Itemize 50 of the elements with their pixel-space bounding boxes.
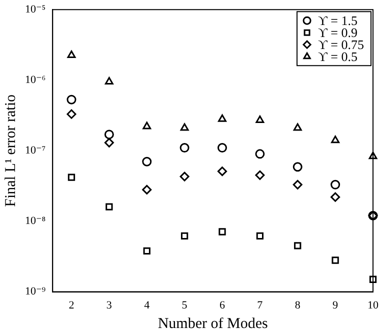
point — [218, 228, 226, 236]
x-tick-label: 8 — [294, 299, 301, 312]
y-tick-label: 10⁻⁶ — [24, 74, 46, 86]
x-tick-label: 2 — [68, 299, 74, 312]
point — [217, 143, 227, 153]
x-tick-label: 7 — [257, 299, 264, 312]
point — [104, 76, 114, 84]
point — [67, 50, 76, 58]
point — [142, 184, 152, 194]
point — [293, 123, 302, 131]
point — [292, 180, 302, 190]
y-tick-label: 10⁻⁸ — [24, 215, 46, 228]
y-tick-label: 10⁻⁹ — [24, 286, 46, 298]
point — [332, 256, 339, 264]
point — [142, 156, 152, 166]
point — [180, 123, 189, 131]
point — [292, 162, 302, 172]
point — [143, 247, 150, 254]
point — [142, 122, 152, 130]
point — [331, 136, 340, 144]
x-tick-label: 6 — [219, 299, 226, 312]
y-tick-label: 10⁻⁵ — [24, 3, 46, 16]
point — [256, 116, 264, 124]
point — [180, 143, 190, 153]
point — [218, 114, 226, 122]
point — [255, 149, 265, 159]
point — [104, 130, 114, 140]
point — [330, 180, 340, 190]
x-tick-label: 3 — [106, 299, 112, 312]
x-axis-title: Number of Modes — [158, 316, 268, 332]
point — [180, 172, 190, 182]
point — [217, 166, 227, 176]
point — [330, 192, 340, 202]
point — [106, 203, 113, 210]
point — [256, 232, 264, 240]
point — [68, 174, 76, 181]
point — [294, 242, 302, 250]
x-tick-label: 4 — [144, 299, 150, 312]
x-tick-label: 10 — [368, 299, 379, 312]
point — [368, 152, 378, 160]
x-tick-label: 5 — [182, 299, 188, 312]
point — [104, 138, 114, 148]
y-tick-label: 10⁻⁷ — [24, 144, 46, 157]
point — [255, 170, 265, 180]
y-axis-title: Final L¹ error ratio — [2, 94, 19, 207]
point — [180, 232, 188, 240]
point — [369, 276, 377, 283]
point — [66, 94, 76, 104]
x-tick-label: 9 — [332, 299, 339, 312]
point — [66, 109, 76, 119]
